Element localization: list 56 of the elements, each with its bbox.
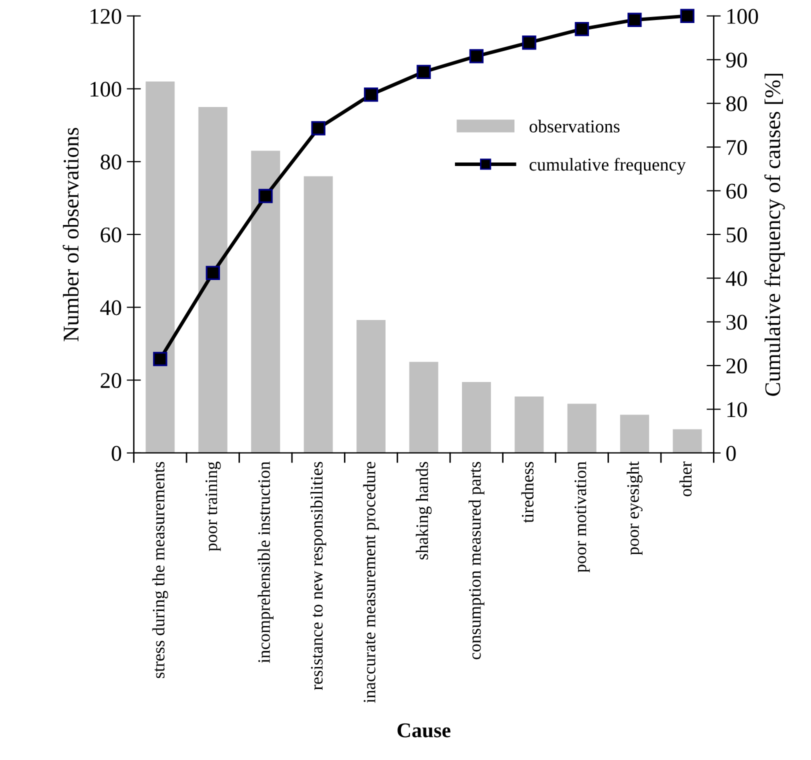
y-axis-title: Number of observations <box>62 128 79 342</box>
y-tick-label: 100 <box>90 82 122 97</box>
bar <box>356 320 386 453</box>
y2-tick-label: 70 <box>726 140 747 155</box>
x-tick-label: tiredness <box>521 462 534 523</box>
y2-axis-title: Cumulative frequency of causes [%] <box>764 74 785 396</box>
bar <box>146 82 175 453</box>
bar <box>251 150 280 453</box>
y-tick-label: 0 <box>112 446 122 461</box>
y2-tick-label: 90 <box>726 52 747 68</box>
x-tick-label: poor eyesight <box>626 461 643 556</box>
bar <box>304 176 333 453</box>
x-axis-title: Cause <box>398 723 450 738</box>
bar <box>462 382 491 453</box>
x-tick-label: stress during the measurements <box>152 462 168 678</box>
y-tick-label: 20 <box>100 373 122 388</box>
y2-tick-label: 0 <box>726 446 736 461</box>
bar <box>672 429 702 453</box>
point <box>469 49 484 64</box>
x-tick-label: poor motivation <box>574 462 590 572</box>
x-tick-label: resistance to new responsibilities <box>310 462 326 690</box>
x-tick-label: incomprehensible instruction <box>258 462 274 663</box>
y2-tick-label: 30 <box>726 314 747 330</box>
y-tick-label: 80 <box>100 154 122 170</box>
bar <box>409 362 438 453</box>
x-tick-label: inaccurate measurement procedure <box>363 462 379 703</box>
point <box>364 88 378 102</box>
y-tick-label: 40 <box>100 300 122 316</box>
point <box>311 121 326 136</box>
legend-label: observations <box>530 120 620 132</box>
y2-tick-label: 50 <box>726 227 747 242</box>
y2-tick-label: 60 <box>726 184 747 199</box>
y2-tick-label: 80 <box>726 96 747 112</box>
bar <box>514 396 544 453</box>
point <box>153 352 168 366</box>
x-tick-label: other <box>679 461 692 496</box>
x-tick-label: shaking hands <box>416 462 432 560</box>
y2-tick-label: 40 <box>726 271 747 286</box>
bar <box>620 414 650 453</box>
y2-tick-label: 100 <box>727 8 758 24</box>
x-tick-label: consumption measured parts <box>468 462 484 660</box>
bar <box>198 107 228 453</box>
x-tick-label: poor training <box>206 462 221 552</box>
point <box>680 8 694 24</box>
legend-label: cumulative frequency <box>530 158 686 174</box>
y-tick-label: 60 <box>100 227 122 242</box>
point <box>258 188 273 204</box>
point <box>574 22 589 36</box>
point <box>206 266 220 280</box>
point <box>628 12 642 27</box>
y2-tick-label: 20 <box>726 358 747 374</box>
point <box>522 36 536 50</box>
bar <box>567 404 596 453</box>
y2-tick-label: 10 <box>727 402 747 418</box>
y-tick-label: 120 <box>90 8 122 24</box>
point <box>416 64 431 79</box>
